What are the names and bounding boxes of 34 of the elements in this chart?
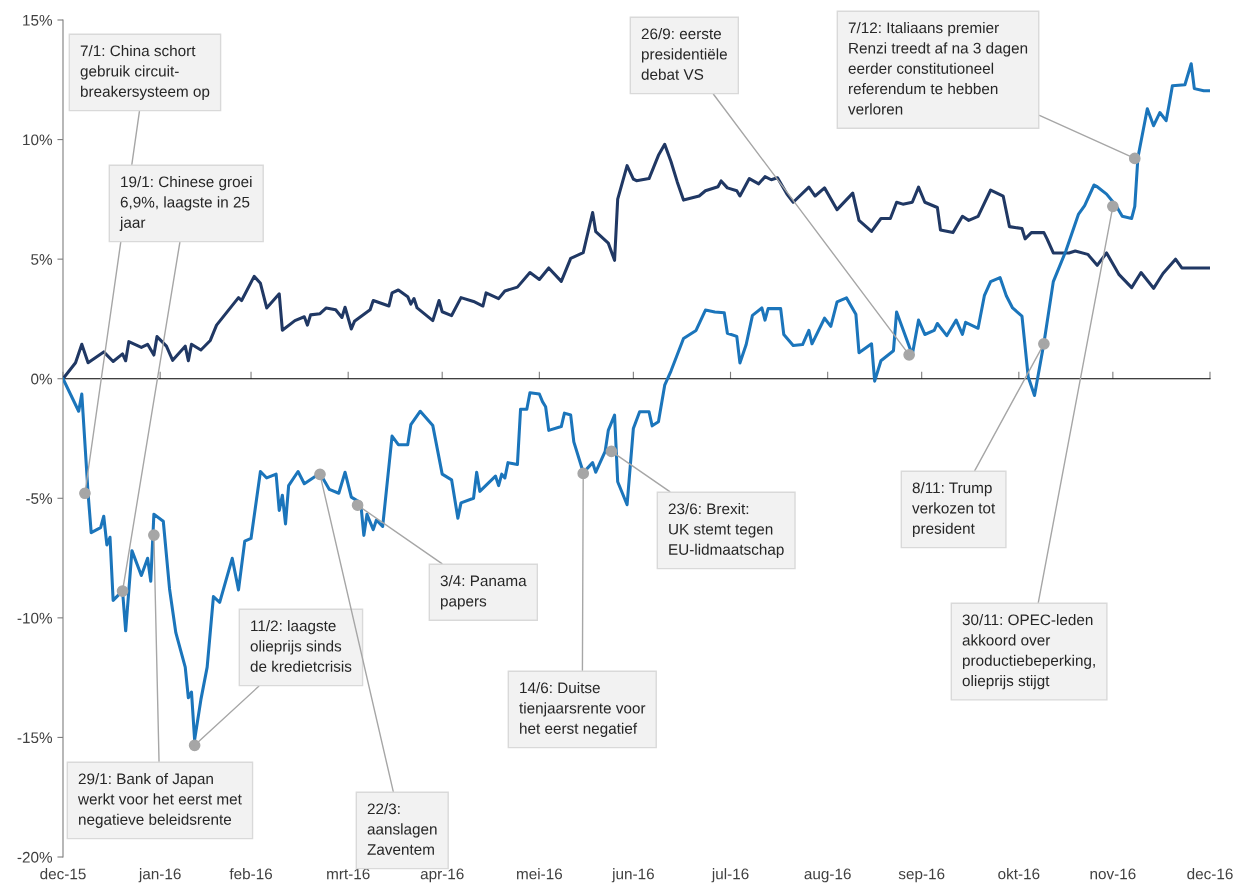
annotation: 11/2: laagste olieprijs sinds de kredietcrisis	[250, 620, 352, 672]
x-tick-label: mrt-16	[327, 868, 370, 880]
y-tick-label: -15%	[17, 732, 53, 744]
x-tick-label: apr-16	[420, 868, 464, 883]
y-tick-label: -5%	[26, 493, 53, 504]
annotation: 29/1: Bank of Japan werkt voor het eerst met negatieve beleidsrente	[77, 773, 242, 828]
annotation: 8/11: Trump verkozen tot president	[912, 482, 996, 537]
annotation: 26/9: eerste presidentiële debat VS	[641, 28, 727, 80]
x-tick-label: okt-16	[998, 868, 1040, 880]
x-tick-label: dec-16	[1187, 868, 1233, 880]
x-tick-label: aug-16	[804, 868, 851, 883]
y-tick-label: 10%	[23, 134, 53, 146]
annotation: 22/3: aanslagen Zaventem	[367, 803, 437, 855]
x-tick-label: jun-16	[611, 868, 654, 883]
x-tick-label: mei-16	[517, 868, 563, 880]
annotation: 23/6: Brexit: UK stemt tegen EU-lidmaatschap	[668, 503, 784, 558]
annotation: 30/11: OPEC-leden akkoord over productiebeperking, olieprijs stijgt	[962, 614, 1095, 690]
y-tick-label: -20%	[17, 851, 53, 863]
annotation: 14/6: Duitse tienjaarsrente voor het eerst negatief	[519, 682, 646, 737]
x-tick-label: jan-16	[138, 868, 181, 883]
x-tick-label: sep-16	[898, 868, 945, 883]
annotation: 7/1: China schort gebruik circuit- breakersysteem op	[80, 45, 210, 100]
x-tick-label: feb-16	[229, 868, 273, 880]
annotation: 7/12: Italiaans premier Renzi treedt af na 3 dagen eerder constitutioneel referendum te hebben verloren	[848, 22, 1028, 115]
line-series	[63, 142, 1210, 381]
y-tick-label: 5%	[31, 254, 53, 265]
x-tick-label: dec-15	[40, 868, 86, 880]
x-tick-label: nov-16	[1090, 868, 1136, 880]
x-tick-label: jul-16	[711, 868, 749, 883]
annotation: 19/1: Chinese groei 6,9%, laagste in 25 jaar	[119, 176, 252, 231]
annotation: 3/4: Panama papers	[440, 575, 527, 610]
y-tick-label: 0%	[31, 373, 53, 385]
y-tick-label: -10%	[17, 612, 53, 624]
y-tick-label: 15%	[23, 14, 53, 26]
